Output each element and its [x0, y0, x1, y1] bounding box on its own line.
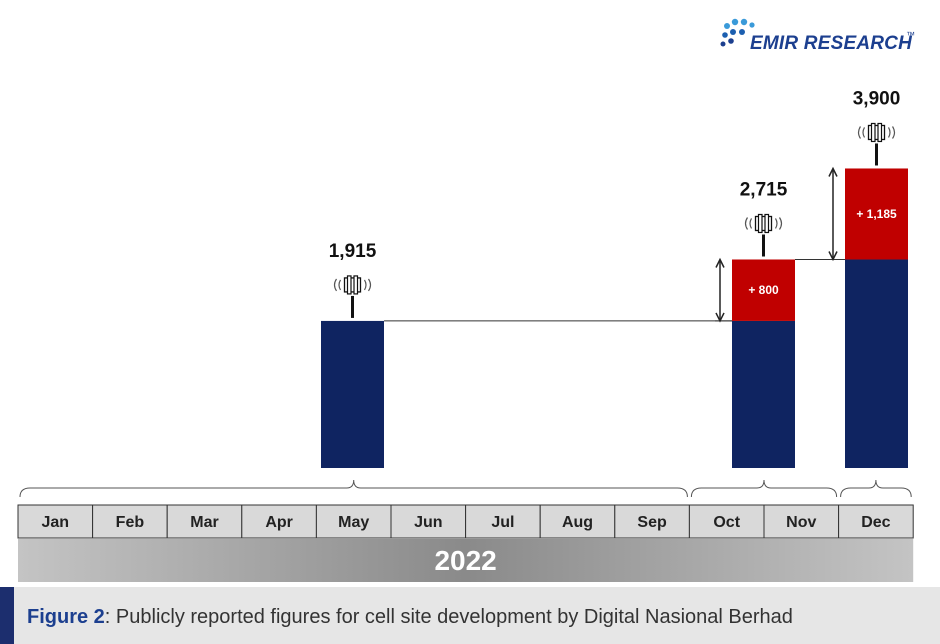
month-box-dec — [838, 504, 914, 539]
tower-icon-may — [333, 275, 372, 318]
tower-icon-dec — [857, 122, 896, 166]
month-label-dec: Dec — [861, 514, 890, 531]
figure-caption: Figure 2: Publicly reported figures for … — [27, 606, 793, 629]
month-box-jun — [390, 504, 467, 539]
chart: Jan Feb Mar Apr May Jun Jul Aug Sep Oct Nov Dec 2022… — [17, 88, 914, 582]
increment-label-nov: + 800 — [748, 283, 779, 297]
month-label-jul: Jul — [491, 514, 514, 531]
increment-arrow-nov-head-down — [715, 312, 725, 323]
bracket-dec — [840, 479, 912, 498]
bar-increment-nov — [732, 259, 795, 321]
bar-increment-dec — [845, 168, 908, 260]
total-label-nov: 2,715 — [740, 179, 788, 200]
increment-arrow-nov-head-up — [715, 257, 725, 268]
year-label: 2022 — [434, 545, 496, 576]
total-label-may: 1,915 — [329, 241, 377, 262]
caption-accent — [0, 587, 14, 644]
month-label-jan: Jan — [42, 514, 70, 531]
caption-label: Figure 2 — [27, 606, 105, 628]
caption-text: : Publicly reported figures for cell sit… — [104, 606, 793, 628]
total-label-dec: 3,900 — [853, 88, 901, 109]
increment-label-dec: + 1,185 — [856, 207, 897, 221]
caption-bar — [0, 587, 940, 644]
month-label-aug: Aug — [562, 514, 593, 531]
month-label-feb: Feb — [116, 514, 145, 531]
tower-icon-nov — [744, 213, 783, 257]
brand-trademark: ™ — [906, 30, 915, 40]
month-box-oct — [688, 504, 765, 539]
month-label-jun: Jun — [414, 514, 442, 531]
month-box-jul — [465, 504, 541, 539]
month-box-sep — [614, 504, 690, 539]
brand-logo: EMIR RESEARCH ™ — [718, 16, 918, 56]
month-box-nov — [763, 504, 840, 539]
month-label-nov: Nov — [786, 514, 816, 531]
increment-arrow-dec-head-up — [828, 166, 838, 177]
month-box-jan — [17, 504, 94, 539]
year-bar — [18, 539, 914, 582]
bracket-oct-nov — [690, 479, 838, 498]
month-box-aug — [539, 504, 616, 539]
month-label-sep: Sep — [637, 514, 667, 531]
month-label-oct: Oct — [713, 514, 740, 531]
increment-arrow-dec-head-down — [828, 251, 838, 262]
bar-base-nov — [732, 320, 795, 468]
month-label-mar: Mar — [190, 514, 218, 531]
bar-base-dec — [845, 259, 908, 468]
brand-name: EMIR RESEARCH — [750, 33, 913, 54]
month-label-may: May — [338, 514, 369, 531]
brand-dots-icon — [720, 18, 755, 47]
month-label-apr: Apr — [265, 514, 293, 531]
bar-base-may — [321, 320, 384, 468]
bracket-jan-sep — [19, 479, 688, 498]
month-box-mar — [166, 504, 243, 539]
